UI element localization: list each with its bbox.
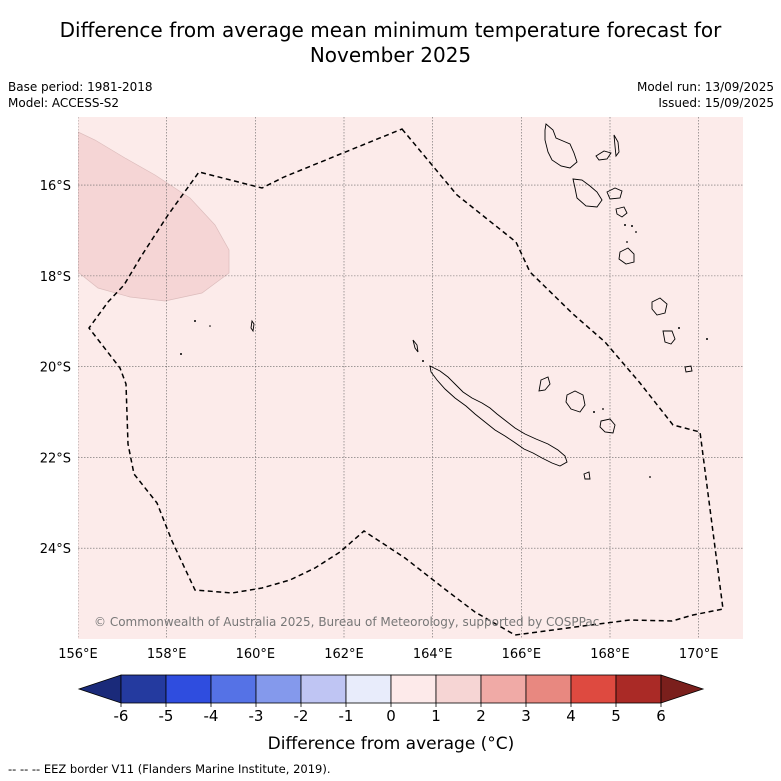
- colorbar-tick-label: -5: [159, 707, 174, 725]
- chesterfield-islet: [250, 319, 255, 333]
- longitude-label: 164°E: [413, 647, 453, 662]
- new-caledonia-island: [429, 365, 568, 467]
- model-name: Model: ACCESS-S2: [8, 96, 120, 110]
- colorbar-tick-label: 4: [566, 707, 576, 725]
- ambrym-island: [606, 187, 623, 200]
- copyright-notice: © Commonwealth of Australia 2025, Bureau…: [94, 615, 599, 629]
- colorbar: -6 -5 -4 -3 -2 -1 0 1 2 3 4 5 6: [77, 674, 705, 725]
- epi-island: [615, 206, 628, 218]
- colorbar-tick-label: 6: [656, 707, 666, 725]
- longitude-label: 166°E: [502, 647, 542, 662]
- colorbar-under-extension: [77, 674, 122, 704]
- latitude-label: 24°S: [40, 542, 71, 557]
- colorbar-tick-label: -2: [294, 707, 309, 725]
- longitude-label: 160°E: [236, 647, 276, 662]
- colorbar-tick-label: -6: [114, 707, 129, 725]
- title-line-2: November 2025: [309, 43, 472, 67]
- pentecost-island: [595, 150, 612, 161]
- eez-legend-note: -- -- -- EEZ border V11 (Flanders Marine…: [8, 762, 331, 776]
- coastlines: [250, 123, 693, 480]
- colorbar-tick-label: -3: [249, 707, 264, 725]
- colorbar-tick-label: 3: [521, 707, 531, 725]
- longitude-tick-labels: 156°E 158°E 160°E 162°E 164°E 166°E 168°E 170°E: [58, 647, 718, 662]
- longitude-label: 168°E: [590, 647, 630, 662]
- latitude-label: 16°S: [40, 179, 71, 194]
- longitude-label: 170°E: [679, 647, 719, 662]
- colorbar-bin: [300, 674, 347, 704]
- meta-right: Model run: 13/09/2025 Issued: 15/09/2025: [637, 79, 774, 111]
- colorbar-tick-label: 5: [611, 707, 621, 725]
- malekula-island: [572, 178, 603, 208]
- colorbar-bin: [210, 674, 257, 704]
- longitude-label: 162°E: [324, 647, 364, 662]
- lifou-island: [565, 390, 586, 413]
- colorbar-bin: [480, 674, 527, 704]
- colorbar-bin: [390, 674, 437, 704]
- colorbar-bin: [255, 674, 302, 704]
- colorbar-bin: [345, 674, 392, 704]
- gridlines: [78, 117, 743, 639]
- latitude-label: 22°S: [40, 451, 71, 466]
- ouvea-island: [538, 376, 551, 392]
- colorbar-bin: [525, 674, 572, 704]
- colorbar-bin: [570, 674, 617, 704]
- efate-island: [618, 247, 635, 265]
- title-line-1: Difference from average mean minimum tem…: [59, 18, 722, 42]
- colorbar-bin: [435, 674, 482, 704]
- espiritu-santo-island: [544, 123, 578, 169]
- base-period: Base period: 1981-2018: [8, 80, 153, 94]
- small-islets: [180, 224, 708, 478]
- aneityum-island: [684, 365, 693, 373]
- colorbar-bin: [165, 674, 212, 704]
- colorbar-tick-label: 2: [476, 707, 486, 725]
- eez-border-line: [88, 128, 724, 636]
- isle-of-pines: [583, 471, 591, 480]
- colorbar-tick-label: 0: [386, 707, 396, 725]
- chart-title: Difference from average mean minimum tem…: [0, 18, 781, 68]
- anomaly-patch: [78, 131, 230, 302]
- mare-island: [599, 418, 616, 434]
- colorbar-tick-label: -1: [339, 707, 354, 725]
- maewo-island: [613, 134, 620, 158]
- colorbar-bin: [615, 674, 662, 704]
- belep-island: [412, 339, 419, 353]
- longitude-label: 158°E: [147, 647, 187, 662]
- colorbar-over-extension: [660, 674, 705, 704]
- erromango-island: [651, 297, 668, 316]
- latitude-label: 18°S: [40, 270, 71, 285]
- latitude-label: 20°S: [40, 361, 71, 376]
- model-run: Model run: 13/09/2025: [636, 80, 774, 94]
- latitude-tick-labels: 16°S 18°S 20°S 22°S 24°S: [40, 179, 71, 557]
- colorbar-bin: [120, 674, 167, 704]
- meta-left: Base period: 1981-2018 Model: ACCESS-S2: [8, 79, 153, 111]
- colorbar-tick-label: 1: [431, 707, 441, 725]
- tanna-island: [662, 330, 676, 345]
- colorbar-label: Difference from average (°C): [268, 734, 515, 754]
- colorbar-tick-label: -4: [204, 707, 219, 725]
- longitude-label: 156°E: [58, 647, 98, 662]
- issued-date: Issued: 15/09/2025: [658, 96, 774, 110]
